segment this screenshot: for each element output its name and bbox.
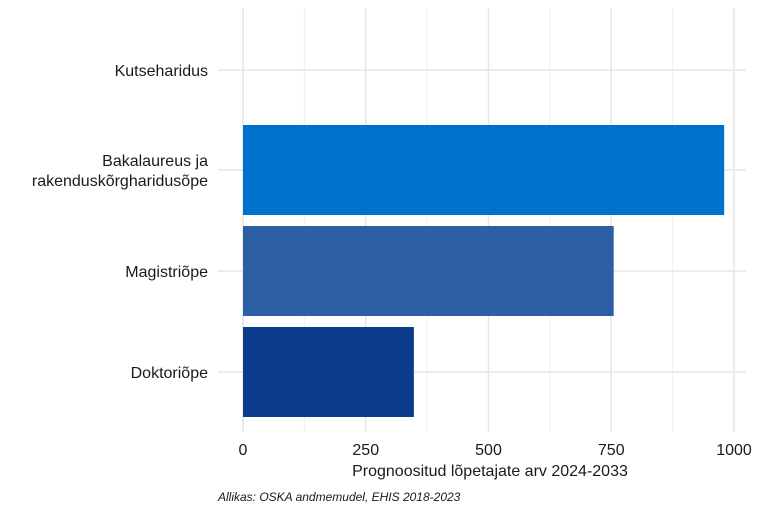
x-tick-label: 500 [475, 442, 502, 459]
category-label: Doktoriõpe [131, 365, 208, 382]
x-tick-label: 750 [598, 442, 625, 459]
bar [243, 226, 614, 316]
x-tick-labels: 0 250 500 750 1000 [239, 442, 752, 459]
category-labels: Kutseharidus Bakalaureus ja rakenduskõrgha… [32, 63, 208, 382]
x-tick-label: 250 [352, 442, 379, 459]
x-tick-label: 0 [239, 442, 248, 459]
category-label: Bakalaureus ja rakenduskõrgharidusõpe [32, 153, 208, 190]
bar [243, 327, 414, 417]
bar [243, 125, 725, 215]
x-axis-title: Prognoositud lõpetajate arv 2024-2033 [352, 463, 628, 480]
bars-layer [243, 125, 725, 417]
category-label: Magistriõpe [125, 264, 208, 281]
category-label: Kutseharidus [115, 63, 208, 80]
x-tick-label: 1000 [716, 442, 752, 459]
source-caption: Allikas: OSKA andmemudel, EHIS 2018-2023 [217, 490, 461, 504]
